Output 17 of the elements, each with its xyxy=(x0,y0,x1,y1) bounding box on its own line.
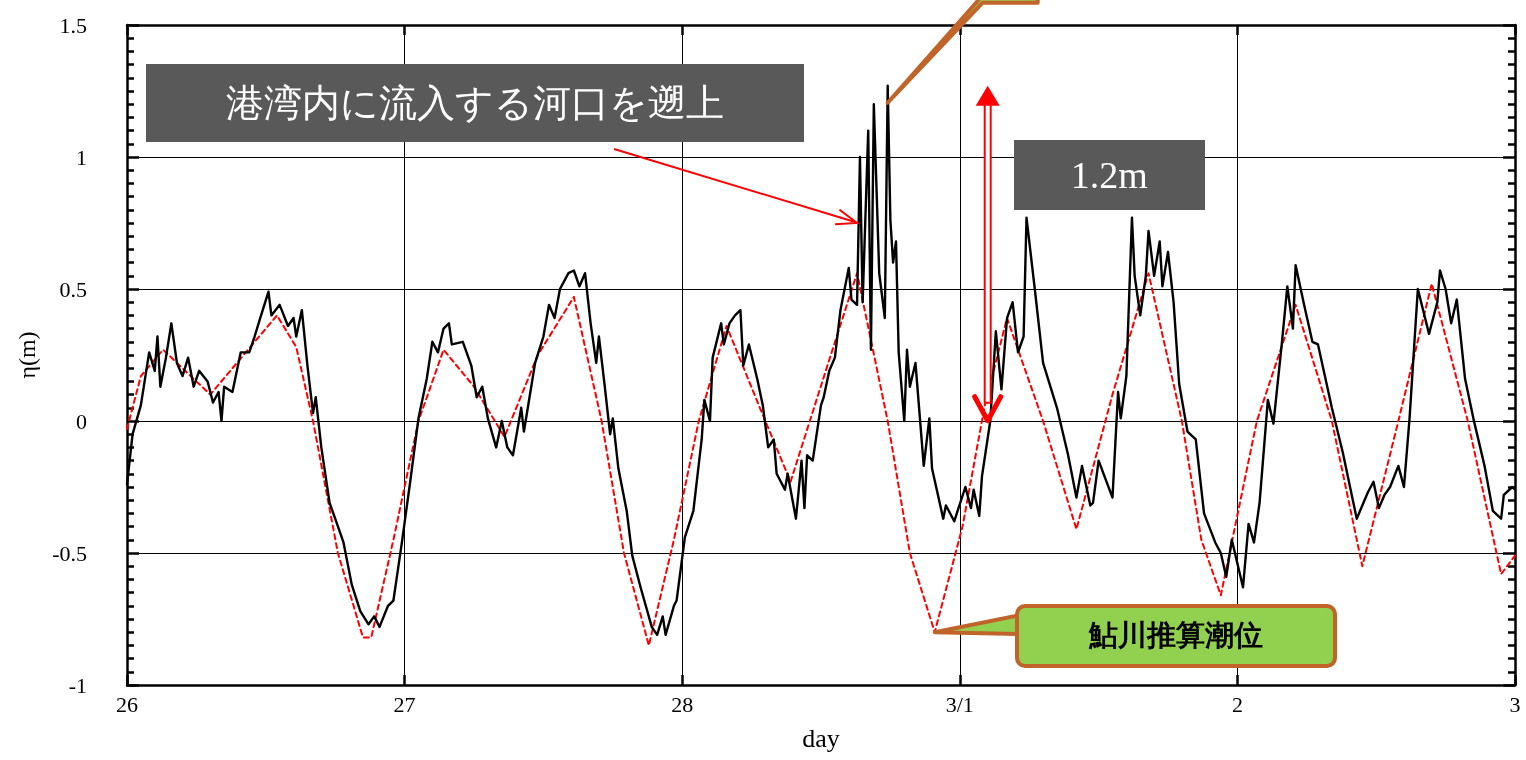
y-tick-label: 1 xyxy=(76,144,87,170)
y-tick-label: 0 xyxy=(76,408,87,434)
x-tick-label: 3 xyxy=(1509,691,1521,717)
y-axis-title: η(m) xyxy=(14,331,40,379)
x-axis-title: day xyxy=(802,723,840,753)
y-tick-label: 1.5 xyxy=(59,12,87,38)
text-box: 1.2m xyxy=(1013,139,1205,210)
y-tick-label: -0.5 xyxy=(52,540,87,566)
y-tick-label: -1 xyxy=(68,672,87,698)
x-tick-label: 2 xyxy=(1231,691,1243,717)
x-tick-label: 3/1 xyxy=(945,691,974,717)
y-tick-label: 0.5 xyxy=(59,276,87,302)
text-box: 鮎川推算潮位 xyxy=(1014,604,1337,669)
x-tick-label: 28 xyxy=(671,691,694,717)
x-tick-label: 26 xyxy=(116,691,138,717)
text-box: 港湾内に流入する河口を遡上 xyxy=(146,64,805,142)
x-tick-label: 27 xyxy=(393,691,416,717)
